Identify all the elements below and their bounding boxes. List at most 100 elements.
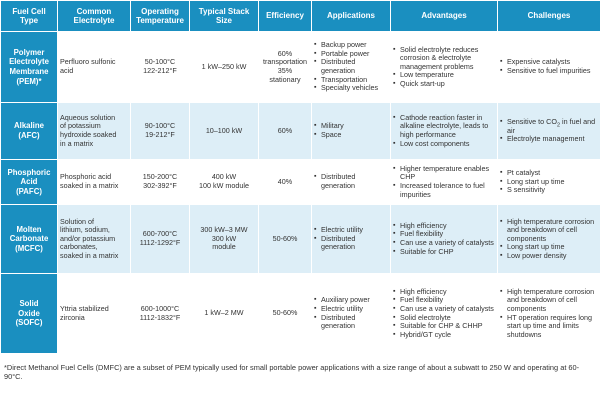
header-text: Type <box>19 16 39 25</box>
cell-fuel-cell-type: Alkaline (AFC) <box>1 103 57 159</box>
cell-stack-size-line: 1 kW–2 MW <box>204 308 244 318</box>
header-common-electrolyte: Common Electrolyte <box>58 1 130 31</box>
cell-fuel-cell-type-line: Electrolyte <box>9 57 49 67</box>
cell-fuel-cell-type-line: (PAFC) <box>16 186 42 196</box>
cell-temperature-line: 90-100°C <box>144 121 176 131</box>
list-item: Specialty vehicles <box>314 84 388 93</box>
list-item: Low power density <box>500 251 598 261</box>
cell-electrolyte: Aqueous solution of potassium hydroxide so… <box>58 103 130 159</box>
cell-stack-size: 300 kW–3 MW 300 kW module <box>190 205 258 273</box>
list-item: Electric utility <box>314 226 388 235</box>
list-item: Can use a variety of catalysts <box>393 238 495 248</box>
cell-efficiency: 50-60% <box>259 205 311 273</box>
cell-fuel-cell-type: Polymer Electrolyte Membrane (PEM)* <box>1 32 57 102</box>
cell-temperature: 600-700°C 1112-1292°F <box>131 205 189 273</box>
header-text: Common <box>76 6 112 16</box>
cell-efficiency-line: transportation <box>263 57 307 67</box>
cell-challenges-list: High temperature corrosion and breakdown… <box>500 217 598 261</box>
cell-advantages-list: Higher temperature enables CHPIncreased … <box>393 164 495 199</box>
cell-applications: Backup powerPortable powerDistributed ge… <box>312 32 390 102</box>
cell-temperature-line: 1112-1292°F <box>139 238 181 247</box>
header-text: Advantages <box>421 11 467 21</box>
header-text: Fuel Cell <box>12 6 46 16</box>
cell-fuel-cell-type-line: Carbonate <box>9 234 49 244</box>
list-item: Auxiliary power <box>314 296 388 305</box>
list-item: Electrolyte management <box>500 135 598 144</box>
header-text: Typical Stack <box>198 6 250 16</box>
header-text: Size <box>215 16 232 25</box>
cell-applications-list: MilitarySpace <box>314 122 388 139</box>
list-item: Sensitive to CO2 in fuel and air <box>500 117 598 135</box>
cell-applications-list: Distributed generation <box>314 173 388 190</box>
cell-challenges-list: Expensive catalystsSensitive to fuel imp… <box>500 58 598 75</box>
cell-efficiency-line: 60% <box>277 48 293 58</box>
cell-fuel-cell-type-line: Alkaline <box>14 121 44 131</box>
cell-electrolyte-line: soaked in a matrix <box>60 250 119 260</box>
header-text: Temperature <box>136 16 184 25</box>
list-item: Distributed generation <box>314 313 388 331</box>
cell-electrolyte-line: Phosphoric acid <box>60 172 112 182</box>
cell-fuel-cell-type-line: Phosphoric <box>7 167 51 177</box>
list-item: Higher temperature enables CHP <box>393 164 495 182</box>
cell-fuel-cell-type-line: (AFC) <box>18 131 40 140</box>
cell-electrolyte-line: Yttria stabilized <box>60 303 109 313</box>
cell-fuel-cell-type-line: (MCFC) <box>15 243 43 253</box>
cell-fuel-cell-type-line: Oxide <box>18 308 40 318</box>
header-challenges: Challenges <box>498 1 600 31</box>
list-item: Hybrid/GT cycle <box>393 330 495 340</box>
header-text: Efficiency <box>266 11 304 21</box>
cell-stack-size-line: 10–100 kW <box>205 125 243 135</box>
cell-applications: Distributed generation <box>312 160 390 204</box>
cell-electrolyte-line: Aqueous solution <box>60 112 116 122</box>
list-item: Pt catalyst <box>500 169 598 178</box>
header-text: Challenges <box>527 11 571 21</box>
cell-stack-size-line: 400 kW <box>211 172 237 182</box>
cell-temperature-line: 50-100°C <box>144 57 176 67</box>
list-item: Long start up time <box>500 243 598 252</box>
list-item: Sensitive to fuel impurities <box>500 66 598 76</box>
list-item: Expensive catalysts <box>500 58 598 67</box>
cell-fuel-cell-type-line: Polymer <box>13 47 45 57</box>
cell-advantages-list: High efficiencyFuel flexibilityCan use a… <box>393 221 495 256</box>
cell-temperature: 150-200°C 302-392°F <box>131 160 189 204</box>
cell-temperature: 90-100°C 19-212°F <box>131 103 189 159</box>
list-item: Fuel flexibility <box>393 230 495 239</box>
cell-efficiency: 40% <box>259 160 311 204</box>
cell-efficiency-line: stationary <box>269 74 301 84</box>
list-item: High efficiency <box>393 287 495 297</box>
cell-fuel-cell-type-line: Solid <box>19 299 39 309</box>
cell-temperature-line: 600-1000°C <box>140 303 180 313</box>
cell-stack-size: 1 kW–2 MW <box>190 274 258 353</box>
list-item: Low cost components <box>393 139 495 149</box>
cell-stack-size: 400 kW 100 kW module <box>190 160 258 204</box>
list-item: Electric utility <box>314 304 388 314</box>
cell-temperature-line: 19-212°F <box>145 130 175 139</box>
cell-electrolyte-line: zirconia <box>60 312 85 322</box>
cell-temperature-line: 600-700°C <box>142 229 178 239</box>
cell-electrolyte: Solution of lithium, sodium, and/or potass… <box>58 205 130 273</box>
list-item: Long start up time <box>500 177 598 187</box>
list-item: Cathode reaction faster in alkaline elec… <box>393 113 495 140</box>
cell-fuel-cell-type: Phosphoric Acid (PAFC) <box>1 160 57 204</box>
list-item: Portable power <box>314 49 388 59</box>
cell-applications-list: Auxiliary powerElectric utilityDistribut… <box>314 296 388 330</box>
cell-challenges: Sensitive to CO2 in fuel and airElectrol… <box>498 103 600 159</box>
cell-efficiency-line: 60% <box>277 125 293 135</box>
list-item: Military <box>314 122 388 131</box>
cell-applications: Electric utilityDistributed generation <box>312 205 390 273</box>
list-item: S sensitivity <box>500 186 598 195</box>
header-text: Operating <box>141 6 179 16</box>
cell-fuel-cell-type-line: Membrane <box>9 67 49 76</box>
cell-efficiency-line: 50-60% <box>272 308 298 318</box>
table-row: Polymer Electrolyte Membrane (PEM)* Perfluor… <box>1 32 600 102</box>
cell-electrolyte-line: Perfluoro sulfonic <box>60 57 116 67</box>
cell-electrolyte-line: carbonates, <box>60 242 98 252</box>
cell-efficiency-line: 50-60% <box>272 233 298 243</box>
list-item: Backup power <box>314 41 388 50</box>
cell-stack-size-line: 1 kW–250 kW <box>201 61 247 71</box>
table-row: Alkaline (AFC) Aqueous solution of potassiu… <box>1 103 600 159</box>
list-item: Can use a variety of catalysts <box>393 304 495 314</box>
cell-fuel-cell-type-line: Molten <box>16 224 42 234</box>
cell-applications: Auxiliary powerElectric utilityDistribut… <box>312 274 390 353</box>
